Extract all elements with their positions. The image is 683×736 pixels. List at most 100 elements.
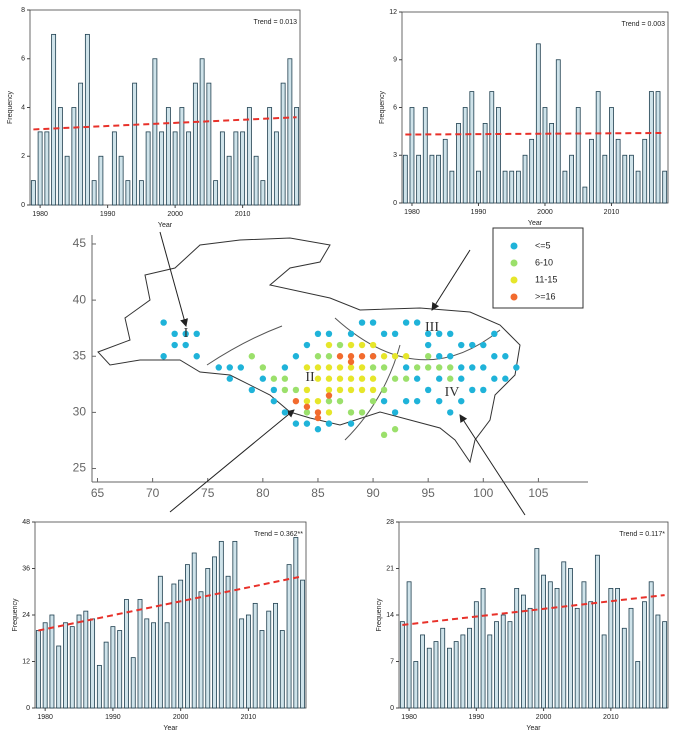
x-tick-label: 80 [256,486,270,500]
point [424,330,432,337]
x-tick-label: 1990 [100,211,116,218]
bar [534,548,540,709]
point [347,409,355,416]
trend-annotation: Trend = 0.362** [254,531,303,538]
region-boundary [334,317,501,361]
trend-annotation: Trend = 0.003 [621,21,665,28]
bar [84,33,90,206]
bar [575,107,581,204]
bar [164,622,170,709]
point [336,386,344,394]
bar [467,627,473,709]
point [303,386,311,394]
point [424,364,432,371]
trend-line [402,594,665,626]
bar [601,634,607,709]
bar [35,630,41,709]
bar [456,123,461,204]
bar [594,554,600,709]
legend-marker [510,242,518,250]
bar [413,661,419,709]
point [502,353,509,360]
region-boundary [206,325,283,366]
bar [145,131,151,206]
arrow [459,414,526,516]
bar [287,58,293,206]
bar [520,594,526,709]
bar [226,155,232,206]
point [347,341,355,349]
bar [494,621,499,709]
point [469,364,476,371]
x-tick-label: 2000 [536,714,552,721]
y-tick-label: 14 [386,612,394,619]
point [215,364,222,371]
bar [416,154,422,204]
bar [118,155,124,206]
point [325,364,333,371]
bar [42,622,48,709]
bar [57,107,63,206]
point [336,375,344,382]
bar [233,131,239,206]
bar [482,123,488,204]
bar [300,579,306,709]
y-tick-label: 4 [21,104,25,111]
bar [260,180,266,206]
bar [30,180,36,206]
x-tick-label: 2000 [173,714,189,721]
bar [218,540,224,709]
bar [402,154,408,204]
y-tick-label: 28 [386,519,394,526]
plot-frame [398,521,669,709]
x-tick-label: 2000 [537,209,553,216]
bar [406,581,412,709]
bar [186,131,192,206]
point [402,319,410,326]
y-tick-label: 9 [393,57,397,64]
bar [562,170,568,204]
point [391,330,399,337]
bar [515,170,521,204]
point [347,386,355,394]
y-tick-label: 12 [22,658,30,665]
point [303,403,311,410]
arrow [159,231,188,327]
point [292,420,300,427]
bar [409,107,415,204]
y-axis-label: Frequency [379,90,386,124]
bar [609,107,614,204]
point [458,375,465,382]
point [336,341,344,349]
point [347,364,355,371]
point [369,364,377,371]
point [182,330,189,337]
bar [151,622,156,709]
point [491,353,498,360]
bar [436,154,441,204]
x-tick-label: 1990 [105,714,121,721]
point [358,375,366,382]
bar [507,621,513,709]
x-axis-label: Year [528,220,543,227]
x-tick-label: 2010 [603,714,619,721]
point [447,375,454,382]
point [281,364,289,371]
legend-label: 6-10 [535,257,553,267]
bar [49,614,55,709]
point [402,397,410,405]
bar [64,155,70,206]
plateau-outline [97,237,521,464]
point [391,353,399,360]
bar [496,107,501,204]
y-tick-label: 35 [73,348,87,362]
point [469,386,476,394]
bar [165,107,171,206]
point [325,353,333,360]
point [513,364,520,371]
bar [447,647,452,709]
point [358,319,366,326]
bar [56,645,62,709]
region-label: II [305,370,315,385]
